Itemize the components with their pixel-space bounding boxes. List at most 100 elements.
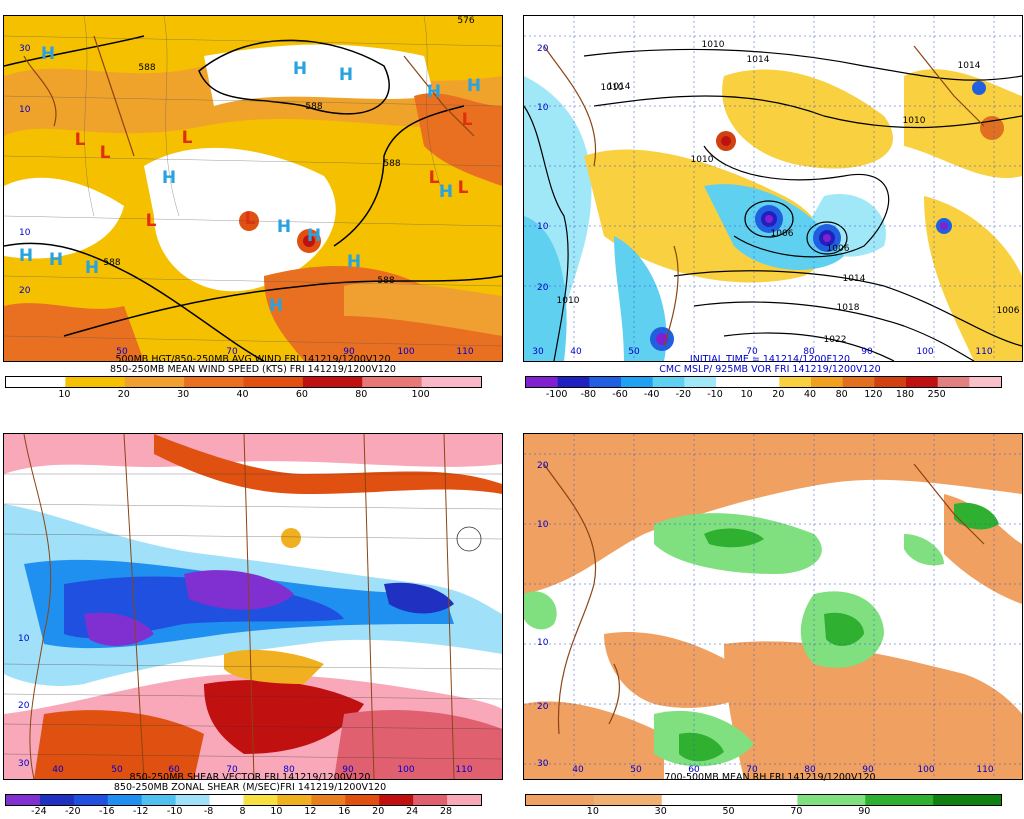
latitude-label: 20 [537, 461, 549, 471]
longitude-label: 40 [570, 347, 582, 357]
colorbar [525, 376, 1002, 388]
latitude-label: 20 [537, 702, 549, 712]
colorbar-swatch [811, 377, 844, 387]
colorbar-swatch [865, 795, 934, 805]
colorbar-swatch [141, 795, 177, 805]
longitude-label: 110 [975, 347, 993, 357]
wind-speed-map [4, 16, 502, 361]
colorbar-tick-label: 90 [858, 806, 871, 817]
colorbar-tick-label: 10 [58, 389, 71, 400]
colorbar-tick-label: -12 [132, 806, 149, 817]
longitude-label: 60 [688, 765, 700, 775]
latitude-label: 20 [18, 701, 30, 711]
colorbar-swatch [39, 795, 75, 805]
colorbar-tick-label: 28 [440, 806, 453, 817]
high-pressure-marker: H [161, 168, 177, 188]
longitude-label: 70 [226, 765, 238, 775]
low-pressure-marker: L [99, 143, 111, 163]
zonal-shear-panel: 10 20 30 40 50 60 70 80 90 100 110 [3, 433, 503, 780]
isoline-label: 588 [138, 63, 156, 73]
longitude-label: 70 [226, 347, 238, 357]
colorbar [525, 794, 1002, 806]
low-pressure-marker: L [74, 130, 86, 150]
low-pressure-marker: L [461, 110, 473, 130]
colorbar-swatch [589, 377, 622, 387]
colorbar-swatch [747, 377, 780, 387]
longitude-label: 110 [976, 765, 994, 775]
colorbar-tick-label: 20 [372, 806, 385, 817]
colorbar [5, 376, 482, 388]
colorbar-swatch [379, 795, 414, 805]
latitude-label: 10 [19, 228, 31, 238]
isoline-label: 1010 [701, 40, 725, 50]
colorbar-tick-label: -80 [580, 389, 597, 400]
colorbar-swatch [906, 377, 939, 387]
colorbar-tick-label: -10 [707, 389, 723, 400]
colorbar-swatch [652, 377, 685, 387]
panel-caption: 850-250MB SHEAR VECTOR FRI 141219/1200V1… [129, 772, 371, 783]
low-pressure-marker: L [457, 178, 469, 198]
relative-humidity-panel: 20 10 10 20 30 40 50 60 70 80 90 100 110 [523, 433, 1023, 780]
isoline-label: 1006 [996, 306, 1020, 316]
colorbar-swatch [243, 377, 304, 387]
isoline-label: 1010 [902, 116, 926, 126]
colorbar-swatch [311, 795, 346, 805]
colorbar-tick-label: -10 [166, 806, 183, 817]
colorbar-swatch [6, 377, 66, 387]
colorbar-tick-label: 12 [304, 806, 317, 817]
colorbar-swatch [107, 795, 143, 805]
colorbar-tick-label: -40 [643, 389, 660, 400]
colorbar-swatch [937, 377, 970, 387]
high-pressure-marker: H [466, 76, 482, 96]
colorbar-tick-label: -16 [99, 806, 115, 817]
longitude-label: 80 [804, 765, 816, 775]
latitude-label: 30 [19, 44, 31, 54]
colorbar-tick-label: 70 [790, 806, 803, 817]
isoline-label: 1006 [770, 229, 794, 239]
zonal-shear-map [4, 434, 502, 779]
colorbar-labels: 10 30 50 70 90 [525, 806, 1000, 818]
colorbar-swatch [716, 377, 749, 387]
colorbar-swatch [175, 795, 211, 805]
longitude-label: 100 [917, 765, 935, 775]
longitude-label: 110 [455, 765, 473, 775]
isoline-label: 1022 [823, 335, 847, 345]
longitude-label: 60 [168, 765, 180, 775]
longitude-label: 70 [746, 765, 758, 775]
high-pressure-marker: H [346, 252, 362, 272]
colorbar-tick-label: 10 [270, 806, 283, 817]
colorbar-swatch [557, 377, 590, 387]
latitude-label: 10 [537, 638, 549, 648]
longitude-label: 40 [52, 765, 64, 775]
colorbar-tick-label: 20 [117, 389, 130, 400]
colorbar-tick-label: 50 [722, 806, 735, 817]
colorbar-tick-label: 250 [927, 389, 946, 400]
colorbar-swatch [661, 795, 731, 805]
isoline-label: 1018 [836, 303, 860, 313]
colorbar-swatch [969, 377, 1001, 387]
isoline-label: 588 [103, 258, 121, 268]
latitude-label: 10 [18, 634, 30, 644]
colorbar-swatch [362, 377, 423, 387]
longitude-label: 100 [916, 347, 934, 357]
longitude-label: 30 [532, 347, 544, 357]
mslp-vorticity-panel: 1010 1014 1010 1014 1010 1010 1006 1006 … [523, 15, 1023, 362]
longitude-label: 40 [572, 765, 584, 775]
colorbar-swatch [684, 377, 717, 387]
colorbar-swatch [933, 795, 1001, 805]
colorbar-tick-label: 40 [803, 389, 817, 400]
colorbar-tick-label: -100 [545, 389, 568, 400]
colorbar-labels: -100 -80 -60 -40 -20 -10 10 20 40 80 120 180 250 [525, 389, 1000, 401]
longitude-label: 70 [746, 347, 758, 357]
colorbar-swatch [621, 377, 654, 387]
low-pressure-marker: L [428, 168, 440, 188]
latitude-label: 10 [537, 222, 549, 232]
high-pressure-marker: H [426, 82, 442, 102]
colorbar-tick-label: 30 [654, 806, 667, 817]
colorbar-swatch [421, 377, 481, 387]
colorbar-tick-label: 30 [177, 389, 190, 400]
colorbar-swatch [842, 377, 875, 387]
high-pressure-marker: H [40, 44, 56, 64]
longitude-label: 50 [116, 347, 128, 357]
latitude-label: 30 [537, 759, 549, 769]
